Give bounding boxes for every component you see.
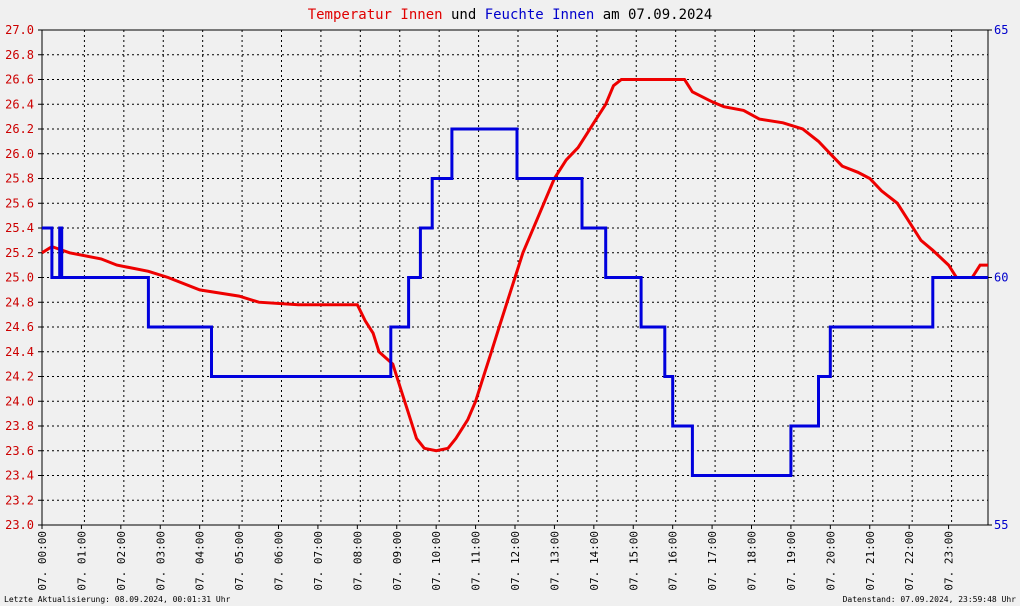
chart-title-part-und: und xyxy=(443,7,485,23)
x-tick-label: 07. 20:00 xyxy=(824,531,837,591)
x-tick-label: 07. 15:00 xyxy=(627,531,640,591)
y-left-tick-label: 23.2 xyxy=(5,493,34,507)
y-left-tick-label: 23.4 xyxy=(5,469,34,483)
x-tick-label: 07. 06:00 xyxy=(273,531,286,591)
y-left-tick-label: 25.2 xyxy=(5,246,34,260)
x-tick-label: 07. 18:00 xyxy=(746,531,759,591)
y-left-tick-label: 23.0 xyxy=(5,518,34,532)
x-tick-label: 07. 11:00 xyxy=(470,531,483,591)
series-line-humidity xyxy=(42,127,988,477)
y-left-tick-label: 23.8 xyxy=(5,419,34,433)
y-left-tick-label: 26.8 xyxy=(5,48,34,62)
y-right-tick-label: 65 xyxy=(994,23,1008,37)
y-left-tick-label: 26.6 xyxy=(5,73,34,87)
y-left-tick-label: 24.8 xyxy=(5,295,34,309)
x-tick-label: 07. 08:00 xyxy=(351,531,364,591)
x-tick-label: 07. 10:00 xyxy=(430,531,443,591)
x-tick-label: 07. 14:00 xyxy=(588,531,601,591)
y-left-tick-label: 24.6 xyxy=(5,320,34,334)
y-right-tick-label: 55 xyxy=(994,518,1008,532)
x-tick-label: 07. 09:00 xyxy=(391,531,404,591)
chart-title-part-temperature: Temperatur Innen xyxy=(308,7,443,23)
y-left-tick-label: 26.0 xyxy=(5,147,34,161)
x-tick-label: 07. 23:00 xyxy=(943,531,956,591)
footer-last-update: Letzte Aktualisierung: 08.09.2024, 00:01… xyxy=(4,595,231,604)
y-left-tick-label: 26.2 xyxy=(5,122,34,136)
x-tick-label: 07. 04:00 xyxy=(194,531,207,591)
footer-data-status: Datenstand: 07.09.2024, 23:59:48 Uhr xyxy=(843,595,1017,604)
y-right-tick-label: 60 xyxy=(994,271,1008,285)
chart-title-part-humidity: Feuchte Innen xyxy=(485,7,595,23)
y-left-tick-label: 25.6 xyxy=(5,196,34,210)
x-tick-label: 07. 00:00 xyxy=(36,531,49,591)
x-tick-label: 07. 03:00 xyxy=(154,531,167,591)
series-layer xyxy=(41,78,988,477)
labels-layer: 23.0 23.2 23.4 23.6 23.8 24.0 24.2 24.4 24.6 24.8… xyxy=(5,23,1008,591)
y-left-tick-label: 25.8 xyxy=(5,172,34,186)
y-left-tick-label: 24.4 xyxy=(5,345,34,359)
x-tick-label: 07. 16:00 xyxy=(667,531,680,591)
x-tick-label: 07. 21:00 xyxy=(864,531,877,591)
series-line-temperature xyxy=(41,78,988,453)
x-tick-label: 07. 12:00 xyxy=(509,531,522,591)
y-left-tick-label: 24.0 xyxy=(5,394,34,408)
x-tick-label: 07. 22:00 xyxy=(903,531,916,591)
x-tick-label: 07. 05:00 xyxy=(233,531,246,591)
y-left-tick-label: 26.4 xyxy=(5,97,34,111)
x-tick-label: 07. 02:00 xyxy=(115,531,128,591)
x-tick-label: 07. 19:00 xyxy=(785,531,798,591)
x-tick-label: 07. 07:00 xyxy=(312,531,325,591)
y-left-tick-label: 27.0 xyxy=(5,23,34,37)
x-tick-label: 07. 17:00 xyxy=(706,531,719,591)
x-tick-label: 07. 13:00 xyxy=(548,531,561,591)
chart-title: Temperatur Innen und Feuchte Innen am 07… xyxy=(308,7,713,23)
y-left-tick-label: 25.4 xyxy=(5,221,34,235)
chart-title-part-date: am 07.09.2024 xyxy=(594,7,712,23)
x-tick-label: 07. 01:00 xyxy=(75,531,88,591)
y-left-tick-label: 23.6 xyxy=(5,444,34,458)
y-left-tick-label: 24.2 xyxy=(5,370,34,384)
y-left-tick-label: 25.0 xyxy=(5,271,34,285)
